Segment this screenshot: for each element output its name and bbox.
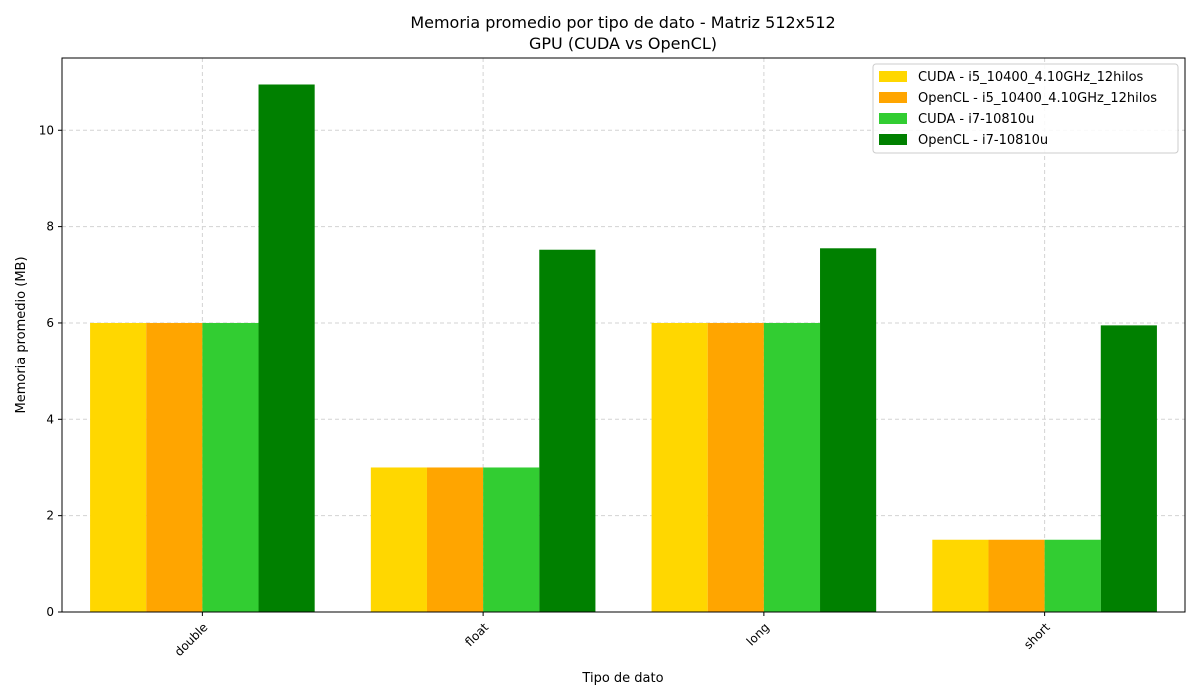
x-tick-label: float [462,620,491,649]
bar [988,539,1045,612]
bar [202,322,259,612]
y-tick-label: 0 [46,605,54,619]
x-tick-label: double [172,620,211,659]
legend: CUDA - i5_10400_4.10GHz_12hilos OpenCL - … [872,63,1179,154]
y-tick-label: 10 [39,123,54,137]
y-axis-ticks: 0 2 4 6 8 10 [39,123,62,619]
bar [483,467,540,612]
legend-swatch [879,71,907,82]
y-tick-label: 6 [46,316,54,330]
bar [146,322,203,612]
plot-frame [61,57,1186,613]
chart-subtitle: GPU (CUDA vs OpenCL) [529,34,717,53]
y-tick-label: 2 [46,509,54,523]
bar [1100,325,1157,612]
y-axis-label: Memoria promedio (MB) [14,256,29,413]
bar [370,467,427,612]
bar [1044,539,1101,612]
legend-swatch [879,134,907,145]
legend-label: CUDA - i7-10810u [918,112,1034,127]
legend-label: CUDA - i5_10400_4.10GHz_12hilos [918,70,1144,85]
x-axis-label: Tipo de dato [581,671,663,686]
legend-label: OpenCL - i7-10810u [918,133,1048,148]
y-tick-label: 4 [46,412,54,426]
bars-group [90,84,1157,612]
chart-title: Memoria promedio por tipo de dato - Matr… [410,13,835,32]
bar [820,248,877,612]
bar [90,322,147,612]
x-axis-ticks: double float long short [172,612,1053,659]
bar [426,467,484,612]
bar [763,322,821,612]
bar [539,249,596,612]
y-tick-label: 8 [46,220,54,234]
x-tick-label: short [1021,620,1053,652]
legend-swatch [879,92,907,103]
legend-label: OpenCL - i5_10400_4.10GHz_12hilos [918,91,1157,106]
bar [932,539,989,612]
x-tick-label: long [744,620,772,648]
bar [651,322,708,612]
bar [258,84,315,612]
bar [707,322,764,612]
legend-swatch [879,113,907,124]
legend-frame [872,63,1179,154]
